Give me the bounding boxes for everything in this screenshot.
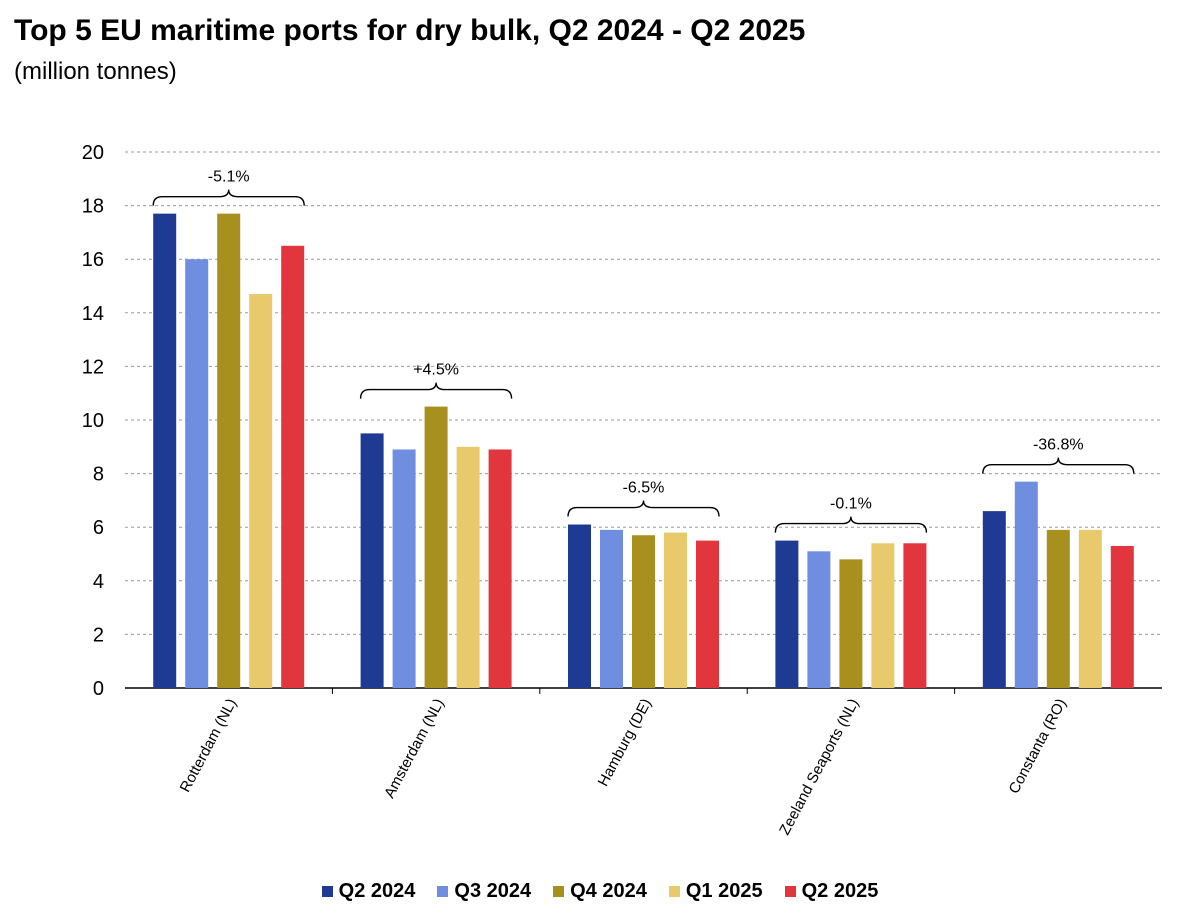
bar [1078,529,1102,688]
y-tick-label: 14 [82,303,104,325]
bar [807,551,831,688]
bar [153,213,177,688]
bar [903,543,927,688]
legend-label: Q4 2024 [570,880,647,902]
bar [185,259,209,688]
legend-swatch [321,886,333,897]
bar [775,540,799,688]
legend-label: Q1 2025 [685,880,763,902]
legend-item: Q1 2025 [668,880,763,903]
bar [456,446,480,688]
bar [424,406,448,688]
legend-item: Q3 2024 [437,880,531,903]
chart-legend: Q2 2024 Q3 2024 Q4 2024 Q1 2025 Q2 2025 [0,880,1200,903]
bar [1110,545,1134,688]
bar [839,559,863,688]
legend-swatch [553,886,565,897]
bar [217,213,241,688]
annotation-brace [774,516,928,533]
y-tick-label: 2 [93,624,104,646]
y-tick-label: 12 [82,356,104,378]
legend-label: Q2 2024 [338,880,416,902]
bar [568,524,591,688]
y-tick-label: 10 [82,410,104,432]
y-tick-label: 8 [93,464,104,486]
y-tick-label: 6 [93,517,104,539]
y-tick-label: 4 [93,571,104,593]
legend-item: Q2 2024 [321,880,416,903]
legend-swatch [437,886,449,897]
annotation-brace [359,382,513,399]
y-tick-label: 18 [82,196,104,218]
x-tick-label: Zeeland Seaports (NL) [776,696,862,838]
annotation-brace [982,457,1135,474]
legend-label: Q2 2025 [801,880,879,902]
annotation-label: -6.5% [623,480,665,497]
annotation-label: -5.1% [208,169,250,186]
chart-title: Top 5 EU maritime ports for dry bulk, Q2… [14,14,806,47]
legend-item: Q2 2025 [784,880,879,903]
x-tick-label: Rotterdam (NL) [177,696,241,795]
legend-swatch [784,886,796,897]
x-tick-label: Constanta (RO) [1006,696,1070,797]
legend-item: Q4 2024 [553,880,647,903]
bar [600,529,623,688]
annotation-label: -36.8% [1033,437,1084,454]
legend-label: Q3 2024 [454,880,532,902]
y-tick-label: 16 [82,249,104,271]
bar [1046,529,1070,688]
x-tick-label: Amsterdam (NL) [381,696,448,801]
bar [632,535,655,688]
annotation-label: +4.5% [413,362,459,379]
bar [392,449,416,688]
y-tick-label: 20 [82,142,104,164]
bar [488,449,512,688]
x-tick-label: Hamburg (DE) [595,696,655,789]
annotation-brace [567,500,720,517]
bar [696,540,719,688]
bar [664,532,687,688]
annotation-label: -0.1% [830,496,872,513]
chart-subtitle: (million tonnes) [14,58,177,85]
bar [360,433,384,688]
bar-chart: 0 2 4 6 8 10 12 14 16 18 20 Rotterdam (NL) -5.1% Amst… [82,142,1162,838]
y-tick-label: 0 [93,678,104,700]
legend-swatch [668,886,680,897]
bar [281,245,305,689]
bar [982,511,1006,688]
annotation-brace [152,189,305,206]
bar [1014,481,1038,688]
bar [871,543,895,688]
bar [249,294,273,688]
